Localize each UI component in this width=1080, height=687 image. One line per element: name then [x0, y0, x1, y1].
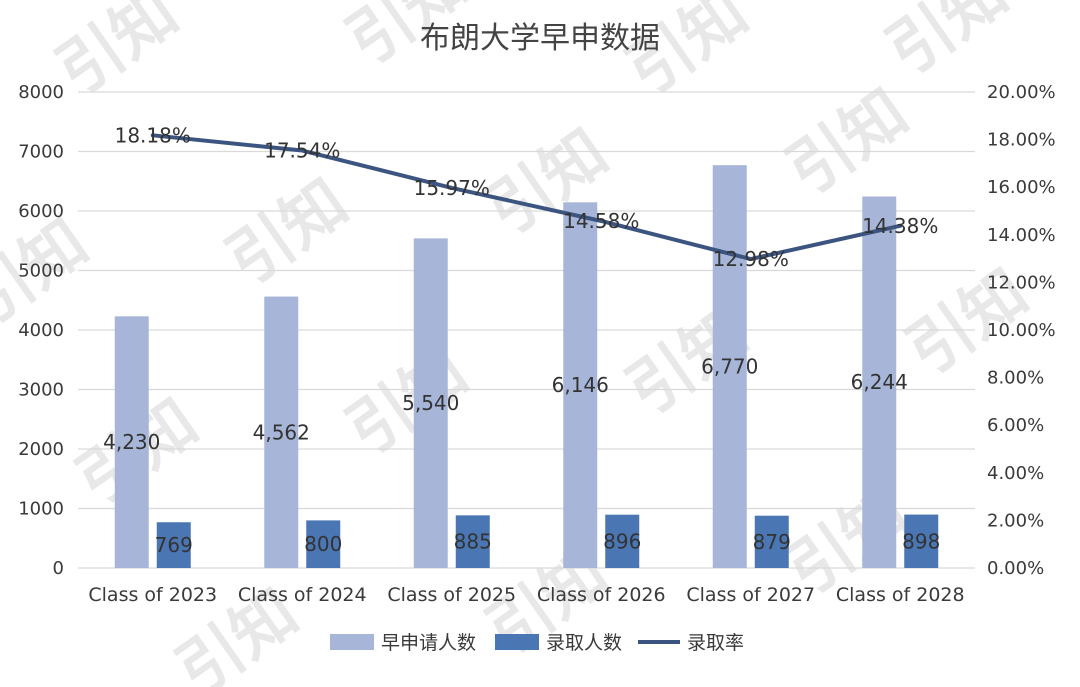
admission-rate-point [151, 133, 155, 137]
bar-early-applicants-label: 4,230 [103, 430, 160, 454]
legend-label-early-applicants: 早申请人数 [381, 632, 476, 654]
legend-swatch-admitted [495, 634, 539, 650]
admission-rate-line [150, 133, 903, 262]
bar-early-applicants-label: 6,770 [701, 355, 758, 379]
y-left-tick-label: 0 [53, 558, 64, 579]
gridlines [78, 91, 975, 569]
bar-admitted [306, 520, 341, 568]
legend-label-admission-rate: 录取率 [687, 632, 744, 654]
legend-label-admitted: 录取人数 [546, 632, 622, 654]
y-right-tick-label: 18.00% [987, 130, 1056, 151]
y-right-tick-label: 6.00% [987, 415, 1044, 436]
axes: 0 1000 2000 3000 4000 5000 6000 7000 8000 0.00% 2.… [18, 82, 1055, 606]
y-left-tick-label: 7000 [18, 142, 64, 163]
y-left-tick-label: 1000 [18, 499, 64, 520]
rate-line-layer [150, 133, 903, 262]
bar-early-applicants-label: 6,244 [851, 370, 908, 394]
y-left-tick-label: 8000 [18, 82, 64, 103]
bar-admitted-label: 898 [902, 529, 940, 553]
y-right-tick-label: 20.00% [987, 82, 1056, 103]
bar-admitted [754, 515, 789, 568]
bar-admitted-label: 769 [155, 533, 193, 557]
admission-rate-label: 15.97% [414, 176, 490, 200]
watermark-text: 引知 [214, 166, 361, 300]
bar-early-applicants-label: 4,562 [253, 420, 310, 444]
admission-rate-label: 14.58% [563, 209, 639, 233]
data-labels: 4,230 769 4,562 800 5,540 885 6,146 896 6,770 879… [103, 123, 940, 557]
watermark-text: 引知 [44, 0, 191, 110]
bar-early-applicants-label: 5,540 [402, 391, 459, 415]
admission-rate-label: 17.54% [264, 139, 340, 163]
y-right-tick-label: 16.00% [987, 177, 1056, 198]
admission-rate-label: 18.18% [115, 123, 191, 147]
bars [114, 165, 939, 569]
y-left-tick-label: 5000 [18, 261, 64, 282]
watermark-text: 引知 [874, 0, 1021, 90]
y-right-tick-label: 8.00% [987, 368, 1044, 389]
bar-early-applicants [862, 196, 897, 568]
legend-swatch-early-applicants [330, 634, 374, 650]
bar-admitted [455, 515, 490, 568]
admission-rate-point [599, 219, 603, 223]
bar-admitted-label: 896 [603, 529, 641, 553]
y-left-tick-label: 3000 [18, 380, 64, 401]
bar-admitted [605, 514, 640, 568]
y-right-tick-label: 14.00% [987, 225, 1056, 246]
bar-early-applicants-label: 6,146 [552, 373, 609, 397]
x-category-label: Class of 2025 [387, 584, 516, 606]
admission-rate-point [898, 224, 902, 228]
y-right-tick-label: 2.00% [987, 510, 1044, 531]
bar-early-applicants [712, 165, 747, 568]
x-category-label: Class of 2028 [836, 584, 965, 606]
y-left-tick-label: 2000 [18, 439, 64, 460]
legend: 早申请人数 录取人数 录取率 [330, 632, 744, 654]
y-left-tick-label: 6000 [18, 201, 64, 222]
chart-title: 布朗大学早申数据 [420, 21, 660, 56]
bar-early-applicants [264, 296, 299, 568]
x-category-label: Class of 2027 [686, 584, 815, 606]
bar-admitted-label: 800 [304, 532, 342, 556]
bar-admitted-label: 879 [753, 530, 791, 554]
bar-admitted [904, 514, 939, 568]
x-category-label: Class of 2026 [537, 584, 666, 606]
y-right-tick-label: 0.00% [987, 558, 1044, 579]
y-right-tick-label: 4.00% [987, 463, 1044, 484]
bar-admitted-label: 885 [454, 530, 492, 554]
admission-rate-label: 12.98% [713, 247, 789, 271]
watermark-text: 引知 [774, 76, 921, 210]
bar-early-applicants [114, 316, 149, 568]
bar-early-applicants [563, 202, 598, 569]
x-category-label: Class of 2023 [88, 584, 217, 606]
y-right-tick-label: 10.00% [987, 320, 1056, 341]
y-left-tick-label: 4000 [18, 320, 64, 341]
x-category-label: Class of 2024 [238, 584, 367, 606]
bar-admitted [156, 522, 191, 568]
admission-rate-point [450, 186, 454, 190]
admission-rate-point [749, 257, 753, 261]
admission-rate-label: 14.38% [862, 214, 938, 238]
admission-rate-point [300, 149, 304, 153]
y-right-tick-label: 12.00% [987, 272, 1056, 293]
bar-early-applicants [413, 238, 448, 568]
